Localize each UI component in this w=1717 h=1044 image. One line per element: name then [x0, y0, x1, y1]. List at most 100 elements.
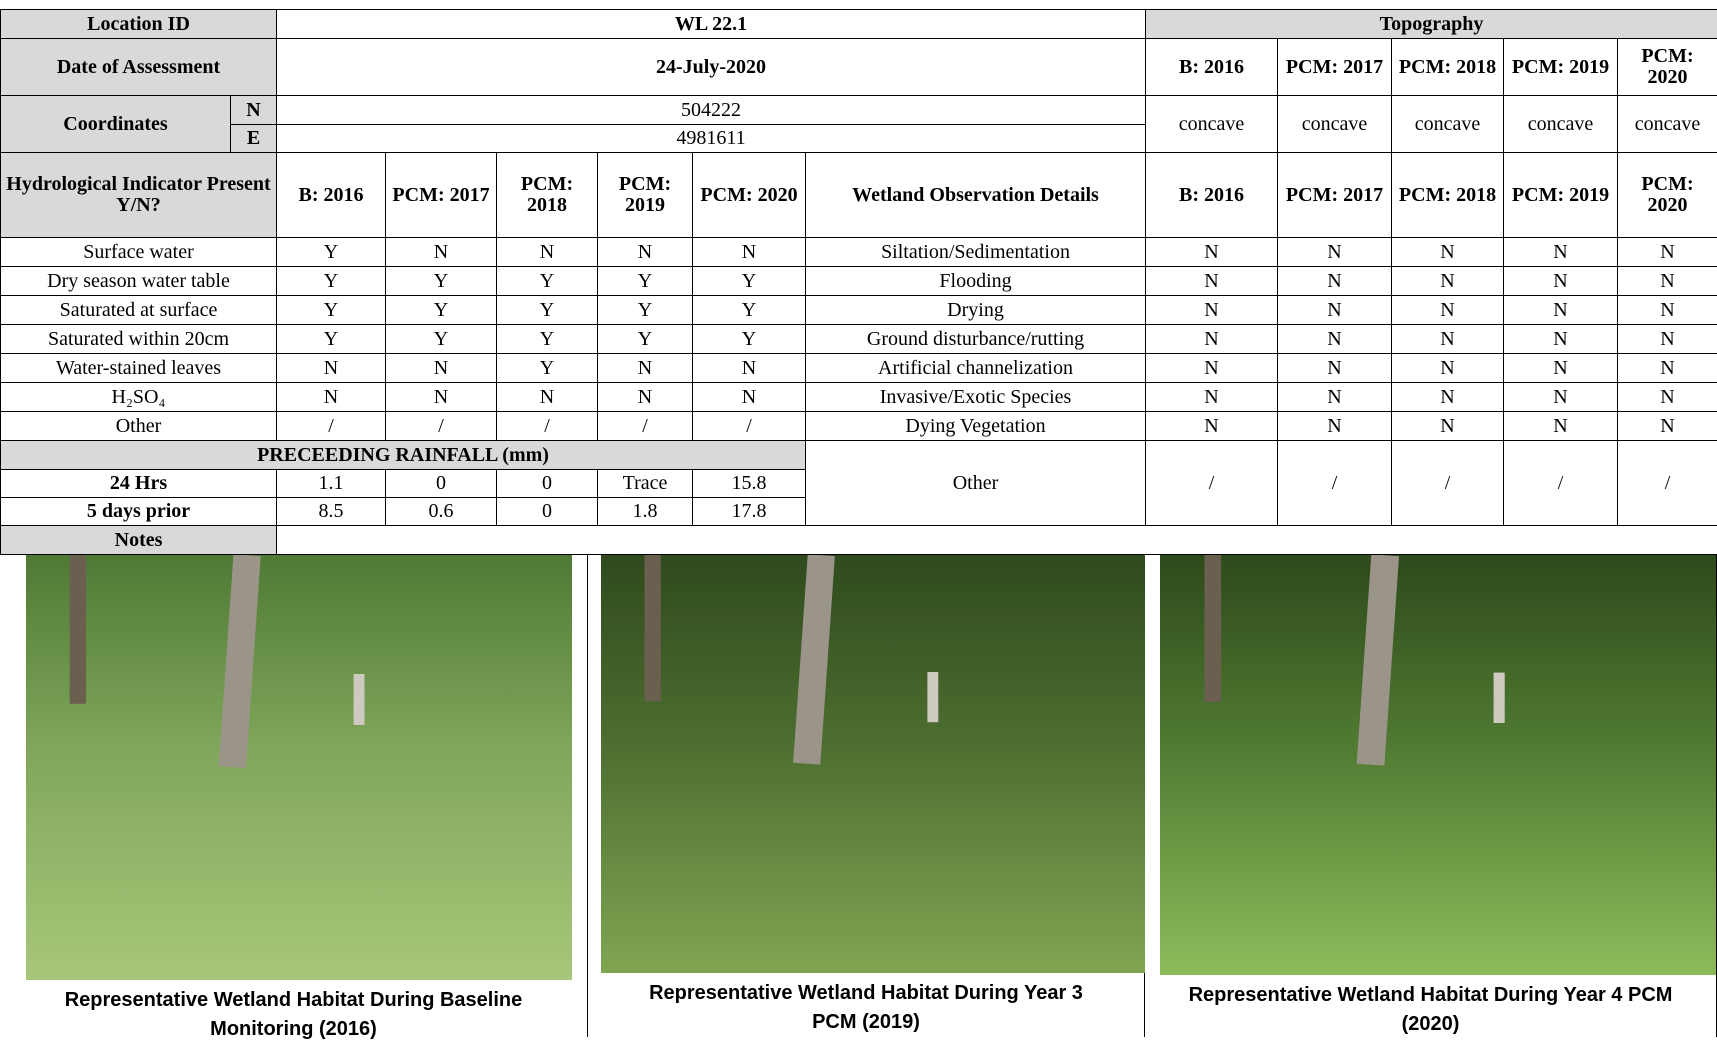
observation-value: N [1392, 354, 1504, 383]
indicator: Saturated at surface [1, 296, 277, 325]
observation-value: / [1392, 441, 1504, 526]
topography: concave [1392, 96, 1504, 153]
rainfall-value: 1.1 [277, 470, 386, 498]
indicator-value: / [497, 412, 598, 441]
observation-value: N [1618, 296, 1717, 325]
observation-value: / [1618, 441, 1717, 526]
indicator-value: N [277, 354, 386, 383]
year-header: PCM: 2019 [1504, 153, 1618, 238]
year-header: PCM: 2018 [1392, 39, 1504, 96]
indicator: Water-stained leaves [1, 354, 277, 383]
indicator-value: / [598, 412, 693, 441]
observation: Siltation/Sedimentation [806, 238, 1146, 267]
indicator-value: N [598, 383, 693, 412]
indicator-value: N [497, 238, 598, 267]
indicator-value: N [598, 354, 693, 383]
observation: Flooding [806, 267, 1146, 296]
indicator-value: Y [277, 296, 386, 325]
observation: Artificial channelization [806, 354, 1146, 383]
observation-value: N [1278, 325, 1392, 354]
observation-value: N [1146, 325, 1278, 354]
observation-value: N [1504, 267, 1618, 296]
indicator: Surface water [1, 238, 277, 267]
photo-caption: Representative Wetland Habitat During Ye… [588, 979, 1144, 1037]
rainfall-value: 0.6 [386, 498, 497, 526]
observation: Ground disturbance/rutting [806, 325, 1146, 354]
year-header: PCM: 2017 [1278, 153, 1392, 238]
table-row: Hydrological Indicator Present Y/N? B: 20… [1, 153, 1717, 238]
observation-value: N [1618, 238, 1717, 267]
observation: Other [806, 441, 1146, 526]
year-header: PCM: 2017 [1278, 39, 1392, 96]
observation-value: / [1146, 441, 1278, 526]
observation-value: N [1504, 354, 1618, 383]
indicator-value: Y [598, 325, 693, 354]
year-header: PCM: 2020 [1618, 39, 1717, 96]
observation: Invasive/Exotic Species [806, 383, 1146, 412]
indicator-value: Y [497, 296, 598, 325]
observation-value: N [1504, 383, 1618, 412]
label: Notes [1, 526, 277, 555]
observation-value: N [1618, 383, 1717, 412]
indicator-value: N [277, 383, 386, 412]
indicator-value: Y [598, 267, 693, 296]
photo-caption: Representative Wetland Habitat During Ba… [0, 986, 587, 1044]
indicator-value: Y [497, 267, 598, 296]
year-header: B: 2016 [1146, 153, 1278, 238]
observation-value: N [1504, 412, 1618, 441]
observation-value: N [1504, 238, 1618, 267]
indicator-value: Y [277, 238, 386, 267]
observation-value: N [1618, 412, 1717, 441]
label: Location ID [1, 10, 277, 39]
label: Date of Assessment [1, 39, 277, 96]
rainfall-value: 0 [497, 498, 598, 526]
indicator-value: Y [693, 267, 806, 296]
year-header: PCM: 2020 [1618, 153, 1717, 238]
observation-value: N [1146, 267, 1278, 296]
table-row: PRECEEDING RAINFALL (mm)Other///// [1, 441, 1717, 470]
rainfall-value: 0 [497, 470, 598, 498]
observation-value: N [1618, 354, 1717, 383]
observation-value: N [1146, 412, 1278, 441]
indicator-value: Y [277, 267, 386, 296]
label: Wetland Observation Details [806, 153, 1146, 238]
indicator-value: / [277, 412, 386, 441]
label: E [231, 125, 277, 153]
indicator-value: Y [497, 354, 598, 383]
observation-value: N [1278, 383, 1392, 412]
label: Coordinates [1, 96, 231, 153]
photo [26, 555, 572, 980]
notes [277, 526, 1717, 555]
observation-value: N [1392, 296, 1504, 325]
label: Hydrological Indicator Present Y/N? [1, 153, 277, 238]
indicator: Saturated within 20cm [1, 325, 277, 354]
label: Topography [1146, 10, 1717, 39]
observation-value: N [1392, 238, 1504, 267]
year-header: PCM: 2020 [693, 153, 806, 238]
observation: Dying Vegetation [806, 412, 1146, 441]
year-header: B: 2016 [1146, 39, 1278, 96]
year-header: PCM: 2018 [1392, 153, 1504, 238]
topography: concave [1146, 96, 1278, 153]
rainfall-label: 24 Hrs [1, 470, 277, 498]
indicator-value: Y [497, 325, 598, 354]
year-header: PCM: 2017 [386, 153, 497, 238]
indicator: Dry season water table [1, 267, 277, 296]
indicator-value: N [693, 238, 806, 267]
indicator-value: N [497, 383, 598, 412]
topography: concave [1278, 96, 1392, 153]
indicator: H₂SO₄ [1, 383, 277, 412]
topography: concave [1618, 96, 1717, 153]
topography: concave [1504, 96, 1618, 153]
label: PRECEEDING RAINFALL (mm) [1, 441, 806, 470]
rainfall-value: 1.8 [598, 498, 693, 526]
observation-value: N [1618, 267, 1717, 296]
rainfall-value: 0 [386, 470, 497, 498]
observation-value: N [1146, 296, 1278, 325]
